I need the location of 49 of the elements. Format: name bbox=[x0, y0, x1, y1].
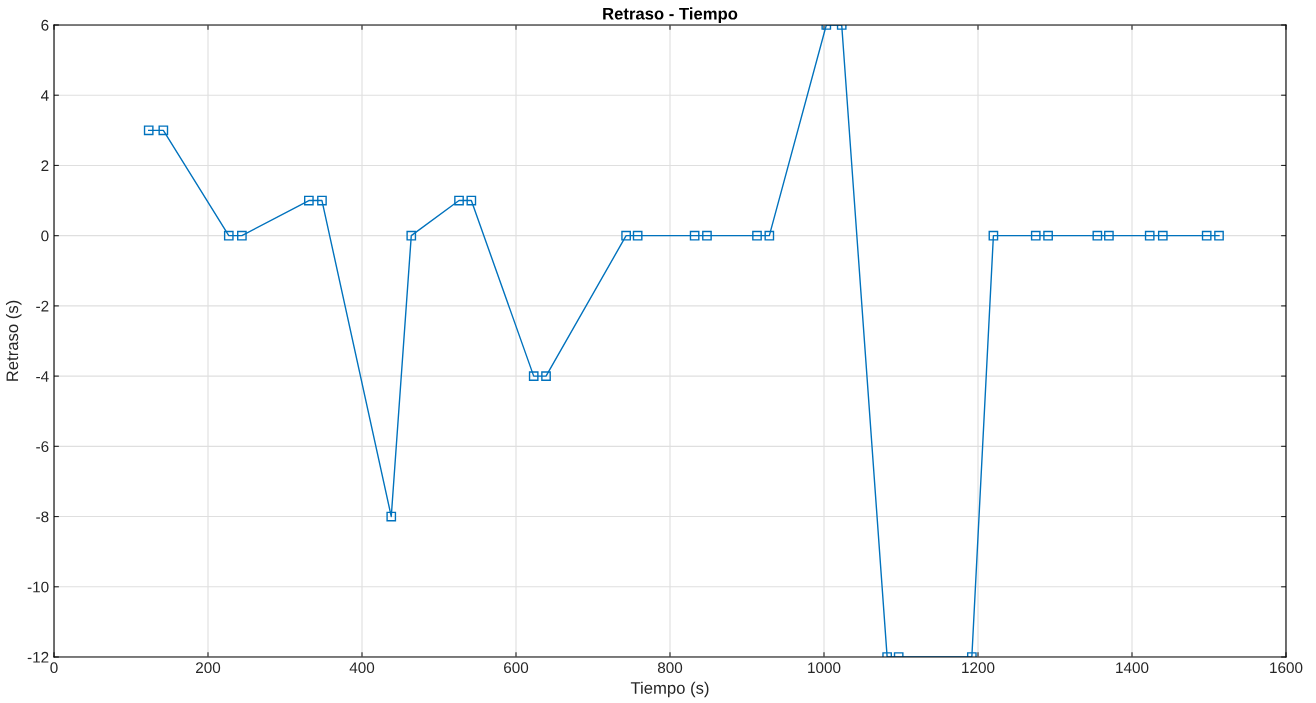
x-tick-label: 1600 bbox=[1270, 662, 1303, 674]
point bbox=[304, 195, 314, 206]
point bbox=[764, 230, 775, 241]
point bbox=[752, 230, 762, 241]
x-tick-label: 0 bbox=[50, 662, 58, 674]
y-tick-label: -4 bbox=[36, 371, 49, 382]
point bbox=[158, 125, 169, 136]
point bbox=[541, 371, 551, 381]
y-axis-title: Retraso (s) bbox=[5, 300, 22, 381]
point bbox=[237, 230, 247, 241]
y-tick-label: 4 bbox=[40, 90, 49, 101]
chart-title: Retraso - Tiempo bbox=[603, 7, 738, 23]
point bbox=[1201, 230, 1212, 241]
point bbox=[1214, 230, 1224, 241]
y-tick-label: -2 bbox=[36, 300, 49, 312]
x-tick-label: 400 bbox=[349, 662, 375, 674]
x-tick-label: 600 bbox=[504, 662, 529, 674]
x-tick-label: 1400 bbox=[1116, 662, 1149, 674]
x-axis-title: Tiempo (s) bbox=[630, 681, 709, 698]
x-tick-label: 1000 bbox=[808, 662, 841, 674]
y-tick-label: -12 bbox=[27, 651, 49, 663]
point bbox=[454, 195, 464, 206]
point bbox=[1043, 230, 1053, 241]
y-tick-label: -6 bbox=[36, 441, 49, 453]
y-tick-label: -8 bbox=[36, 511, 49, 523]
y-tick-label: 6 bbox=[41, 19, 49, 31]
point bbox=[1092, 230, 1103, 241]
point bbox=[317, 195, 327, 206]
x-tick-label: 800 bbox=[657, 662, 683, 674]
point bbox=[689, 230, 700, 241]
point bbox=[632, 230, 643, 241]
y-tick-label: -10 bbox=[27, 581, 49, 593]
point bbox=[386, 511, 397, 522]
point bbox=[1030, 230, 1041, 241]
point bbox=[528, 371, 539, 381]
point bbox=[702, 230, 712, 241]
y-tick-label: 2 bbox=[41, 160, 49, 171]
point bbox=[1104, 230, 1114, 241]
y-tick-label: 0 bbox=[41, 230, 49, 242]
point bbox=[406, 230, 417, 241]
x-tick-label: 1200 bbox=[962, 662, 995, 674]
point bbox=[988, 230, 999, 241]
x-tick-label: 200 bbox=[196, 662, 221, 674]
point bbox=[143, 125, 154, 136]
point bbox=[223, 230, 234, 241]
point bbox=[621, 230, 631, 241]
point bbox=[1144, 230, 1155, 241]
point bbox=[466, 195, 477, 206]
point bbox=[1157, 230, 1168, 241]
